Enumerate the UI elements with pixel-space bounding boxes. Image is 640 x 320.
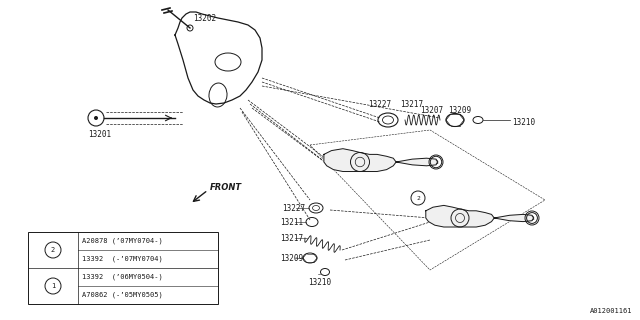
Text: 13392  (’06MY0504-): 13392 (’06MY0504-): [82, 274, 163, 280]
Text: A70862 (-’05MY0505): A70862 (-’05MY0505): [82, 292, 163, 298]
Text: 13227: 13227: [368, 100, 391, 109]
Text: 13210: 13210: [308, 278, 331, 287]
Text: 13392  (-’07MY0704): 13392 (-’07MY0704): [82, 256, 163, 262]
Text: 2: 2: [416, 196, 420, 201]
Text: 13201: 13201: [88, 130, 111, 139]
Polygon shape: [426, 205, 494, 227]
Circle shape: [94, 116, 98, 120]
Text: 1: 1: [51, 283, 55, 289]
Text: A012001161: A012001161: [589, 308, 632, 314]
Polygon shape: [396, 158, 438, 166]
Text: 13217: 13217: [400, 100, 423, 109]
Text: 2: 2: [51, 247, 55, 253]
Polygon shape: [324, 149, 396, 172]
Text: 1: 1: [530, 215, 534, 220]
Text: 13209: 13209: [280, 254, 303, 263]
Text: 13211: 13211: [280, 218, 303, 227]
Text: FRONT: FRONT: [210, 183, 242, 193]
Text: 13217: 13217: [280, 234, 303, 243]
Text: 13209: 13209: [448, 106, 471, 115]
Polygon shape: [494, 214, 534, 221]
Text: 13202: 13202: [193, 14, 216, 23]
Text: 13227: 13227: [282, 204, 305, 213]
Text: 13210: 13210: [512, 118, 535, 127]
Text: 1: 1: [434, 159, 438, 164]
Text: 13207: 13207: [420, 106, 443, 115]
Text: A20878 (’07MY0704-): A20878 (’07MY0704-): [82, 238, 163, 244]
